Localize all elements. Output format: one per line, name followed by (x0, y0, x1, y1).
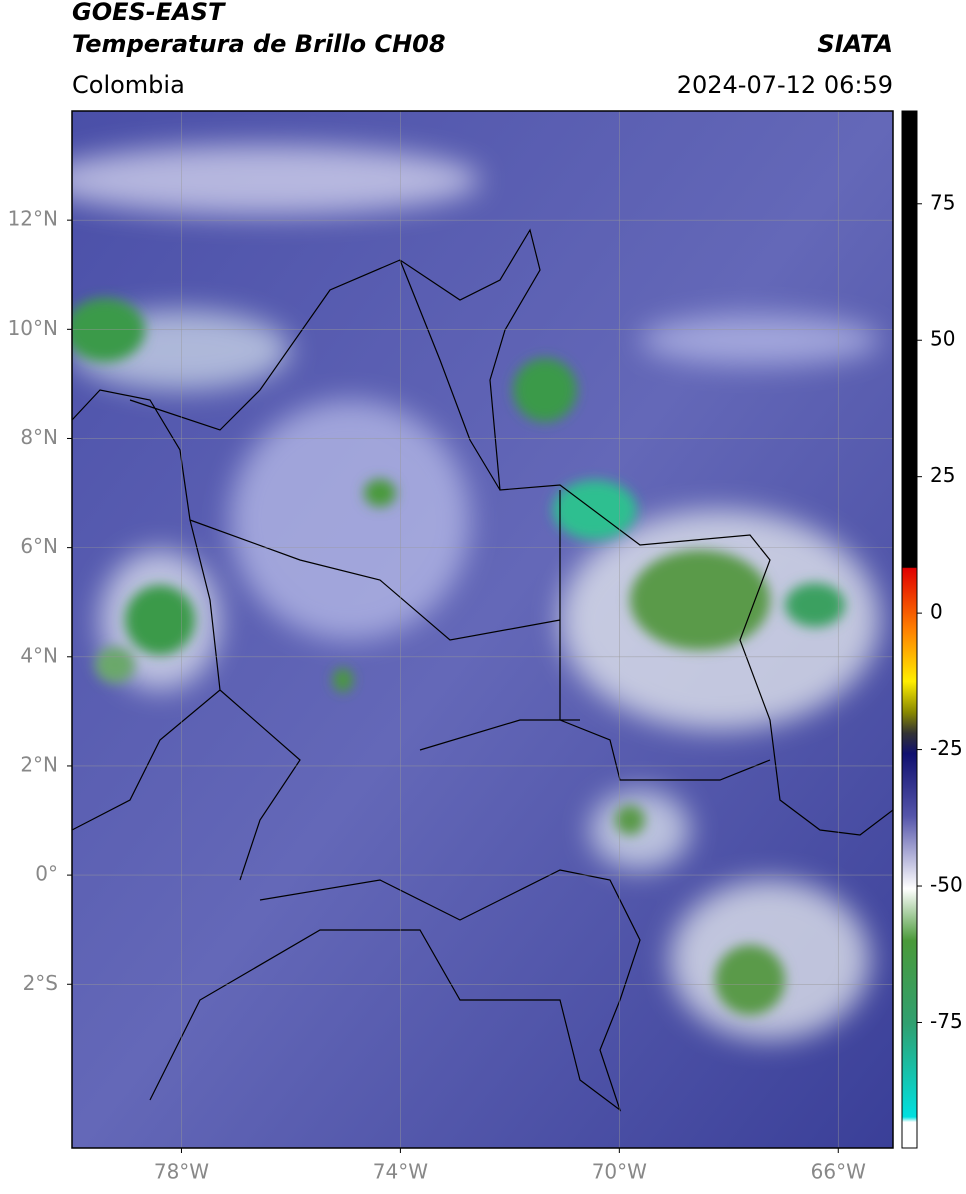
satellite-image (72, 111, 893, 1148)
title: GOES-EAST (72, 0, 226, 26)
y-tick-label: 2°S (23, 971, 58, 995)
y-tick-label: 10°N (8, 316, 58, 340)
colorbar-tick-label: -50 (930, 873, 963, 897)
x-tick-label: 70°W (592, 1160, 647, 1184)
graticule (72, 111, 893, 1148)
x-tick-label: 74°W (373, 1160, 428, 1184)
y-tick-label: 12°N (8, 207, 58, 231)
colorbar (901, 110, 918, 1149)
y-tick-label: 0° (35, 862, 58, 886)
colorbar-tick-label: 75 (930, 190, 955, 214)
x-tick-label: 78°W (154, 1160, 209, 1184)
datetime: 2024-07-12 06:59 (677, 71, 893, 99)
colorbar-tick-label: 0 (930, 600, 943, 624)
y-tick-label: 8°N (20, 425, 58, 449)
colorbar-tick-label: -75 (930, 1009, 963, 1033)
source: SIATA (817, 30, 893, 58)
y-tick-label: 6°N (20, 534, 58, 558)
region: Colombia (72, 71, 185, 99)
map-frame (71, 110, 894, 1149)
colorbar-tick-label: 50 (930, 327, 955, 351)
y-tick-label: 4°N (20, 643, 58, 667)
colorbar-tick-label: -25 (930, 736, 963, 760)
subtitle: Temperatura de Brillo CH08 (72, 30, 446, 58)
colorbar-tick-label: 25 (930, 463, 955, 487)
x-tick-label: 66°W (811, 1160, 866, 1184)
y-tick-label: 2°N (20, 752, 58, 776)
